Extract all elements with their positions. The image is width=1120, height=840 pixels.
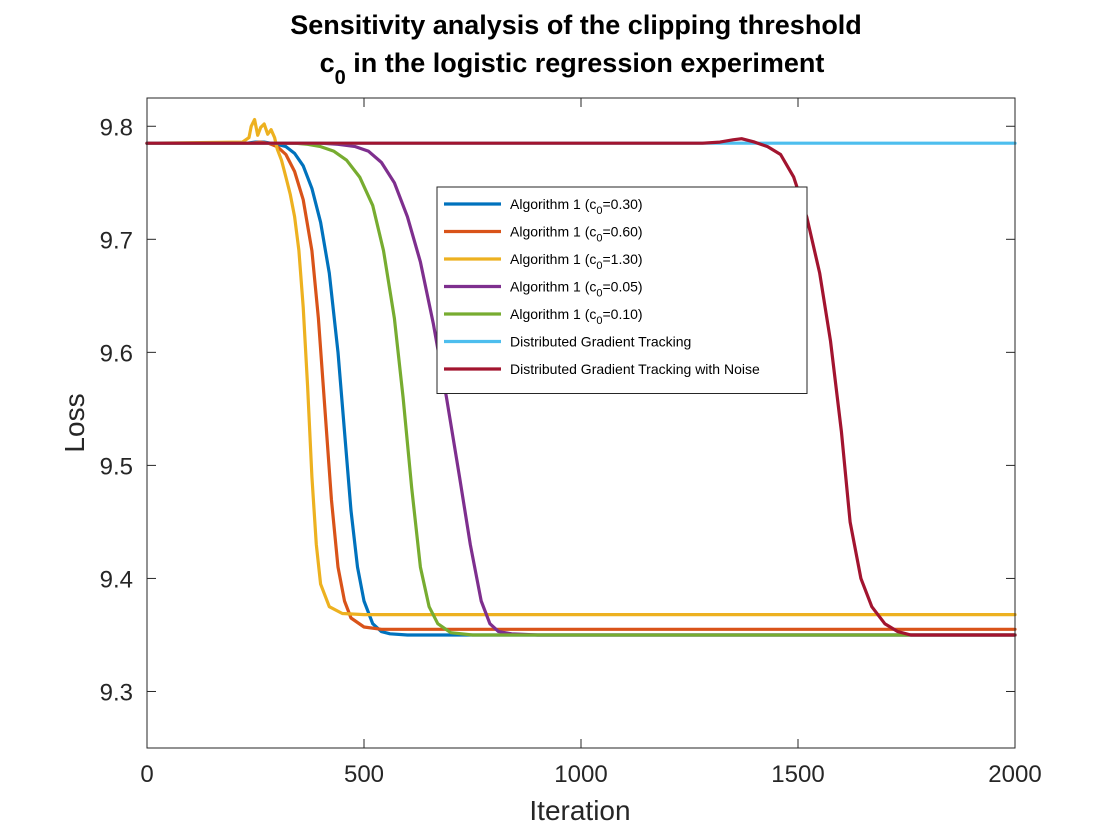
legend: Algorithm 1 (c0=0.30)Algorithm 1 (c0=0.6…	[436, 186, 808, 394]
legend-entry-label: Algorithm 1 (c	[510, 196, 596, 212]
legend-entry-subscript: 0	[596, 205, 602, 217]
chart-title-line1: Sensitivity analysis of the clipping thr…	[290, 10, 862, 40]
legend-entry-label: Algorithm 1 (c	[510, 279, 596, 295]
x-tick-label: 1500	[771, 761, 824, 788]
legend-entry: Distributed Gradient Tracking	[510, 334, 691, 350]
x-tick-label: 500	[344, 761, 384, 788]
chart-title: Sensitivity analysis of the clipping thr…	[290, 10, 862, 89]
y-tick-label: 9.8	[100, 114, 133, 141]
legend-entry-label: Distributed Gradient Tracking	[510, 334, 691, 350]
series-layer	[145, 117, 1017, 637]
legend-entry-value: =0.05)	[602, 279, 642, 295]
y-tick-label: 9.4	[100, 566, 133, 593]
legend-entry: Algorithm 1 (c0=1.30)	[510, 251, 643, 272]
y-tick-label: 9.6	[100, 340, 133, 367]
series-line-5	[145, 141, 1017, 637]
legend-entry-value: =0.30)	[602, 196, 642, 212]
x-axis-label: Iteration	[529, 795, 630, 826]
legend-entry-value: =0.60)	[602, 224, 642, 240]
legend-entry: Algorithm 1 (c0=0.30)	[510, 196, 643, 217]
x-tick-label: 2000	[988, 761, 1041, 788]
legend-entry: Distributed Gradient Tracking with Noise	[510, 361, 760, 377]
legend-entry-subscript: 0	[596, 288, 602, 300]
chart-title-suffix: in the logistic regression experiment	[346, 48, 825, 78]
y-tick-label: 9.7	[100, 227, 133, 254]
legend-entry: Algorithm 1 (c0=0.05)	[510, 279, 643, 300]
legend-entry-subscript: 0	[596, 260, 602, 272]
legend-entry-label: Algorithm 1 (c	[510, 251, 596, 267]
legend-entry: Algorithm 1 (c0=0.60)	[510, 224, 643, 245]
legend-entry-value: =0.10)	[602, 306, 642, 322]
y-tick-label: 9.3	[100, 679, 133, 706]
axis-ticks: 0 500 1000 1500 2000 9.3 9.4 9.5 9.6 9.7 9.8	[100, 98, 1042, 788]
legend-entry-value: =1.30)	[602, 251, 642, 267]
x-tick-label: 0	[140, 761, 153, 788]
x-tick-label: 1000	[554, 761, 607, 788]
legend-entry-label: Algorithm 1 (c	[510, 224, 596, 240]
y-tick-label: 9.5	[100, 453, 133, 480]
legend-entry-subscript: 0	[596, 233, 602, 245]
legend-entry: Algorithm 1 (c0=0.10)	[510, 306, 643, 327]
chart-title-line2: c0 in the logistic regression experiment	[320, 48, 825, 89]
legend-entry-subscript: 0	[596, 315, 602, 327]
y-axis-label: Loss	[59, 393, 90, 452]
legend-entry-label: Algorithm 1 (c	[510, 306, 596, 322]
chart-title-c-symbol: c	[320, 48, 335, 78]
series-line-7	[145, 137, 1017, 637]
legend-box	[436, 186, 808, 394]
legend-entry-label: Distributed Gradient Tracking with Noise	[510, 361, 760, 377]
series-line-4	[145, 141, 1017, 637]
series-line-3	[145, 117, 1017, 617]
chart-title-subscript: 0	[335, 67, 346, 89]
